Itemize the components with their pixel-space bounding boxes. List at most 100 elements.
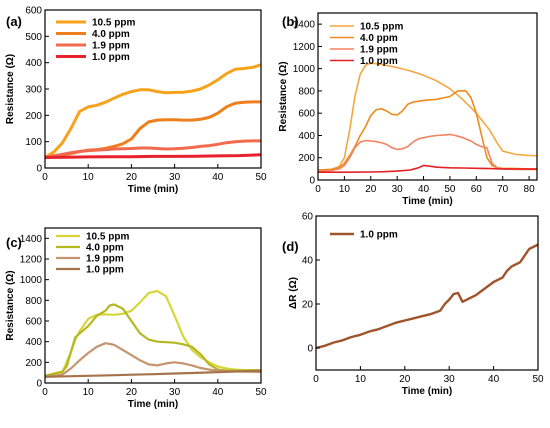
y-tick-label-c-0: 0	[36, 379, 42, 390]
series-line-a-0	[45, 63, 261, 159]
panel-label-a: (a)	[6, 14, 22, 29]
x-tick-label-c-1: 10	[83, 387, 95, 398]
x-tick-label-b-5: 50	[444, 184, 456, 195]
y-tick-label-d-1: 20	[302, 300, 314, 311]
y-tick-label-b-0: 0	[309, 176, 315, 187]
series-group-b	[318, 62, 537, 173]
y-tick-label-a-3: 300	[25, 85, 42, 96]
legend-label-b-2: 1.9 ppm	[360, 45, 398, 56]
x-axis-title-d: Time (min)	[402, 386, 452, 397]
x-tick-label-c-2: 20	[126, 387, 138, 398]
legend-label-a-3: 1.0 ppm	[92, 52, 130, 63]
series-line-b-3	[318, 164, 537, 173]
x-tick-label-b-3: 30	[392, 184, 404, 195]
y-tick-label-b-6: 1200	[293, 42, 316, 53]
y-tick-label-a-5: 500	[25, 32, 42, 43]
series-line-b-1	[318, 90, 537, 171]
x-tick-label-d-1: 10	[355, 374, 367, 385]
plot-frame-b	[317, 12, 538, 181]
series-line-d-0	[316, 243, 538, 350]
x-tick-label-b-6: 60	[471, 184, 483, 195]
legend-label-a-0: 10.5 ppm	[92, 18, 135, 29]
y-tick-label-a-4: 400	[25, 58, 42, 69]
series-group-c	[45, 289, 261, 378]
series-line-c-3	[45, 369, 261, 378]
x-axis-title-b: Time (min)	[402, 196, 452, 207]
legend-label-b-1: 4.0 ppm	[360, 33, 398, 44]
legend-label-c-0: 10.5 ppm	[86, 232, 129, 243]
x-tick-label-a-1: 10	[83, 172, 95, 183]
series-line-a-3	[45, 153, 261, 159]
y-tick-label-c-4: 800	[25, 296, 42, 307]
series-line-b-0	[318, 62, 537, 171]
y-tick-label-d-3: 60	[302, 212, 314, 223]
panel-label-d: (d)	[282, 239, 299, 254]
y-tick-label-c-1: 200	[25, 358, 42, 369]
x-tick-label-a-4: 40	[212, 172, 224, 183]
plot-frame-c	[44, 227, 262, 384]
x-tick-label-d-2: 20	[399, 374, 411, 385]
legend-label-b-0: 10.5 ppm	[360, 22, 403, 33]
x-tick-label-c-0: 0	[42, 387, 48, 398]
y-tick-label-c-7: 1400	[20, 234, 43, 245]
x-tick-label-b-2: 20	[365, 184, 377, 195]
y-tick-label-c-2: 400	[25, 337, 42, 348]
x-axis-title-c: Time (min)	[128, 399, 178, 410]
x-tick-label-a-2: 20	[126, 172, 138, 183]
x-tick-label-d-4: 40	[488, 374, 500, 385]
y-axis-title-d: ΔR (Ω)	[288, 277, 299, 309]
x-tick-label-d-5: 50	[532, 374, 544, 385]
y-axis-title-b: Resistance (Ω)	[278, 61, 289, 131]
y-tick-label-b-1: 200	[298, 153, 315, 164]
y-tick-label-a-0: 0	[36, 164, 42, 175]
legend-label-b-3: 1.0 ppm	[360, 56, 398, 67]
legend-d: 1.0 ppm	[330, 230, 398, 241]
y-tick-label-c-5: 1000	[20, 275, 43, 286]
x-tick-label-a-0: 0	[42, 172, 48, 183]
y-tick-label-c-3: 600	[25, 317, 42, 328]
series-group-a	[45, 63, 261, 159]
legend-label-a-1: 4.0 ppm	[92, 29, 130, 40]
y-tick-label-b-2: 400	[298, 131, 315, 142]
x-tick-label-b-1: 10	[339, 184, 351, 195]
x-tick-label-d-0: 0	[313, 374, 319, 385]
x-axis-title-a: Time (min)	[128, 184, 178, 195]
y-tick-label-b-5: 1000	[293, 64, 316, 75]
y-tick-label-a-1: 100	[25, 137, 42, 148]
y-tick-label-d-0: 0	[307, 344, 313, 355]
x-tick-label-c-5: 50	[255, 387, 267, 398]
legend-label-c-3: 1.0 ppm	[86, 265, 124, 276]
y-tick-label-d-2: 40	[302, 256, 314, 267]
y-axis-title-a: Resistance (Ω)	[5, 54, 16, 124]
y-tick-label-b-4: 800	[298, 86, 315, 97]
panel-label-c: (c)	[6, 235, 22, 250]
x-tick-label-b-8: 80	[524, 184, 536, 195]
plot-frame-d	[315, 215, 539, 371]
y-axis-title-c: Resistance (Ω)	[5, 270, 16, 340]
panel-c: (c) 0 10 20 30 40 50 0 200 400 600 800 1000 1200 1400 T…	[5, 227, 267, 410]
x-tick-label-b-7: 70	[497, 184, 509, 195]
x-tick-label-a-5: 50	[255, 172, 267, 183]
legend-label-a-2: 1.9 ppm	[92, 41, 130, 52]
x-tick-label-b-0: 0	[315, 184, 321, 195]
panel-b: (b)0 10 20 30 40 50 60 70 8002004006008001000120…	[278, 12, 538, 207]
y-tick-label-c-6: 1200	[20, 255, 43, 266]
y-tick-label-a-6: 600	[25, 6, 42, 17]
series-line-b-2	[318, 133, 537, 172]
x-tick-label-c-4: 40	[212, 387, 224, 398]
legend-label-c-2: 1.9 ppm	[86, 254, 124, 265]
x-tick-label-d-3: 30	[444, 374, 456, 385]
y-tick-label-a-2: 200	[25, 111, 42, 122]
x-tick-label-a-3: 30	[169, 172, 181, 183]
panel-label-b: (b)	[282, 14, 299, 29]
x-tick-label-b-4: 40	[418, 184, 430, 195]
legend-label-c-1: 4.0 ppm	[86, 243, 124, 254]
series-line-a-2	[45, 139, 261, 159]
x-tick-label-c-3: 30	[169, 387, 181, 398]
legend-label-d-0: 1.0 ppm	[360, 230, 398, 241]
